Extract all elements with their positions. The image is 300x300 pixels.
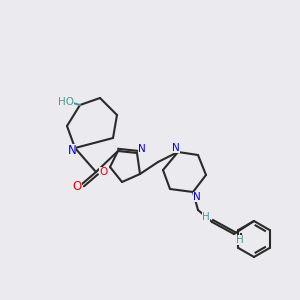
Text: N: N bbox=[68, 143, 76, 157]
Text: O: O bbox=[72, 179, 82, 193]
Text: HO: HO bbox=[58, 97, 74, 107]
Text: O: O bbox=[99, 167, 107, 177]
Text: H: H bbox=[202, 212, 210, 222]
Text: N: N bbox=[172, 143, 180, 153]
Text: N: N bbox=[193, 192, 201, 202]
Text: H: H bbox=[236, 235, 244, 245]
Text: N: N bbox=[138, 144, 146, 154]
